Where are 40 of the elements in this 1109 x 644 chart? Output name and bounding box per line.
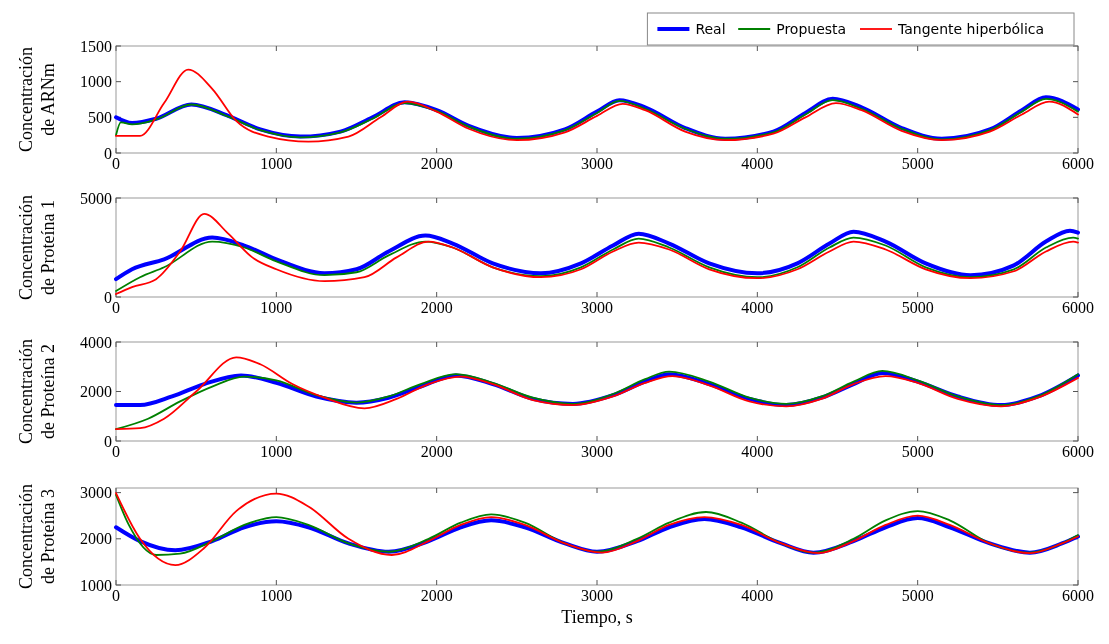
- y-tick-label: 2000: [80, 530, 112, 548]
- y-axis-title: Concentración de Proteína 1: [16, 195, 58, 300]
- x-tick-label: 6000: [1062, 299, 1094, 316]
- x-tick-label: 1000: [260, 587, 293, 604]
- x-tick-label: 3000: [581, 155, 613, 172]
- x-tick-label: 2000: [420, 155, 453, 172]
- y-axis-title: Concentración de Proteína 3: [16, 484, 58, 589]
- x-tick-label: 3000: [581, 299, 613, 316]
- legend-label: Propuesta: [776, 20, 847, 37]
- x-tick-label: 5000: [901, 587, 934, 604]
- x-axis-title: Tiempo, s: [561, 607, 633, 627]
- x-tick-label: 5000: [901, 155, 934, 172]
- legend-label: Real: [695, 20, 726, 37]
- y-tick-label: 5000: [80, 189, 112, 207]
- x-tick-label: 3000: [581, 587, 613, 604]
- x-tick-label: 2000: [420, 299, 453, 316]
- x-tick-label: 6000: [1062, 155, 1094, 172]
- x-tick-label: 4000: [741, 155, 774, 172]
- y-tick-label: 2000: [80, 383, 112, 401]
- y-axis-title: Concentración de ARNm: [16, 47, 58, 152]
- x-tick-label: 3000: [581, 443, 613, 460]
- y-tick-label: 1500: [80, 37, 112, 55]
- x-tick-label: 1000: [260, 443, 293, 460]
- y-axis-title: Concentración de Proteína 2: [16, 339, 58, 444]
- x-tick-label: 1000: [260, 155, 293, 172]
- y-tick-label: 1000: [80, 73, 112, 91]
- y-tick-label: 500: [88, 108, 112, 126]
- x-tick-label: 5000: [901, 443, 934, 460]
- x-tick-label: 2000: [420, 443, 453, 460]
- legend-label: Tangente hiperbólica: [897, 20, 1045, 37]
- x-tick-label: 6000: [1062, 443, 1094, 460]
- y-tick-label: 4000: [80, 333, 112, 351]
- x-tick-label: 1000: [260, 299, 293, 316]
- x-tick-label: 4000: [741, 443, 774, 460]
- x-tick-label: 2000: [420, 587, 453, 604]
- x-tick-label: 4000: [741, 299, 774, 316]
- x-tick-label: 6000: [1062, 587, 1094, 604]
- x-tick-label: 4000: [741, 587, 774, 604]
- x-tick-label: 5000: [901, 299, 934, 316]
- y-tick-label: 3000: [80, 484, 112, 502]
